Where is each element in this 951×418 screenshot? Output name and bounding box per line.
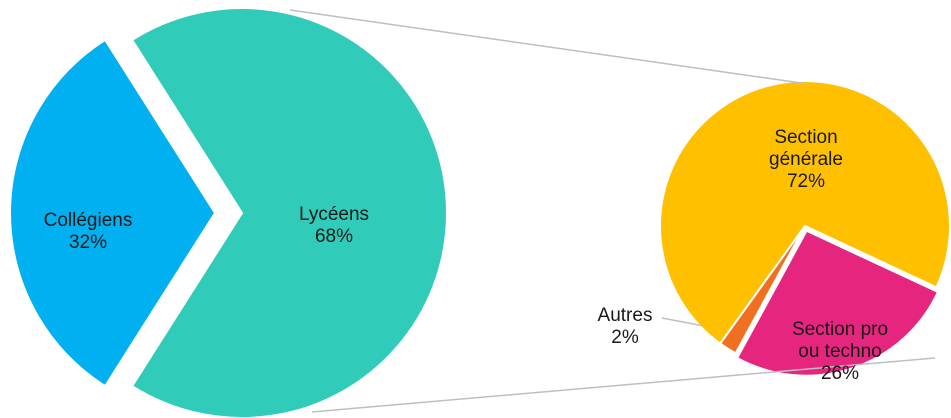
slice-label: Section pro ou techno 26% xyxy=(785,319,896,385)
pie-slice xyxy=(718,225,806,355)
slice-label: Collégiens 32% xyxy=(44,210,133,254)
category-label: Section générale xyxy=(769,127,843,170)
value-label: 72% xyxy=(786,171,826,192)
slice-label: Autres 2% xyxy=(598,305,653,349)
connector-line xyxy=(311,357,936,413)
value-label: 2% xyxy=(611,327,639,348)
pie-slice xyxy=(735,229,940,377)
category-label: Lycéens xyxy=(298,204,370,225)
pie-slice xyxy=(9,38,217,388)
category-label: Collégiens xyxy=(43,210,133,231)
category-label: Section pro ou techno xyxy=(791,319,889,362)
value-label: 68% xyxy=(314,226,354,247)
connector-line xyxy=(289,9,809,85)
slice-label: Section générale 72% xyxy=(736,127,876,193)
value-label: 26% xyxy=(820,363,860,384)
leader-line xyxy=(661,317,705,327)
slice-label: Lycéens 68% xyxy=(299,204,369,248)
pie-slice xyxy=(659,80,951,346)
value-label: 32% xyxy=(68,232,108,253)
category-label: Autres xyxy=(597,305,653,326)
